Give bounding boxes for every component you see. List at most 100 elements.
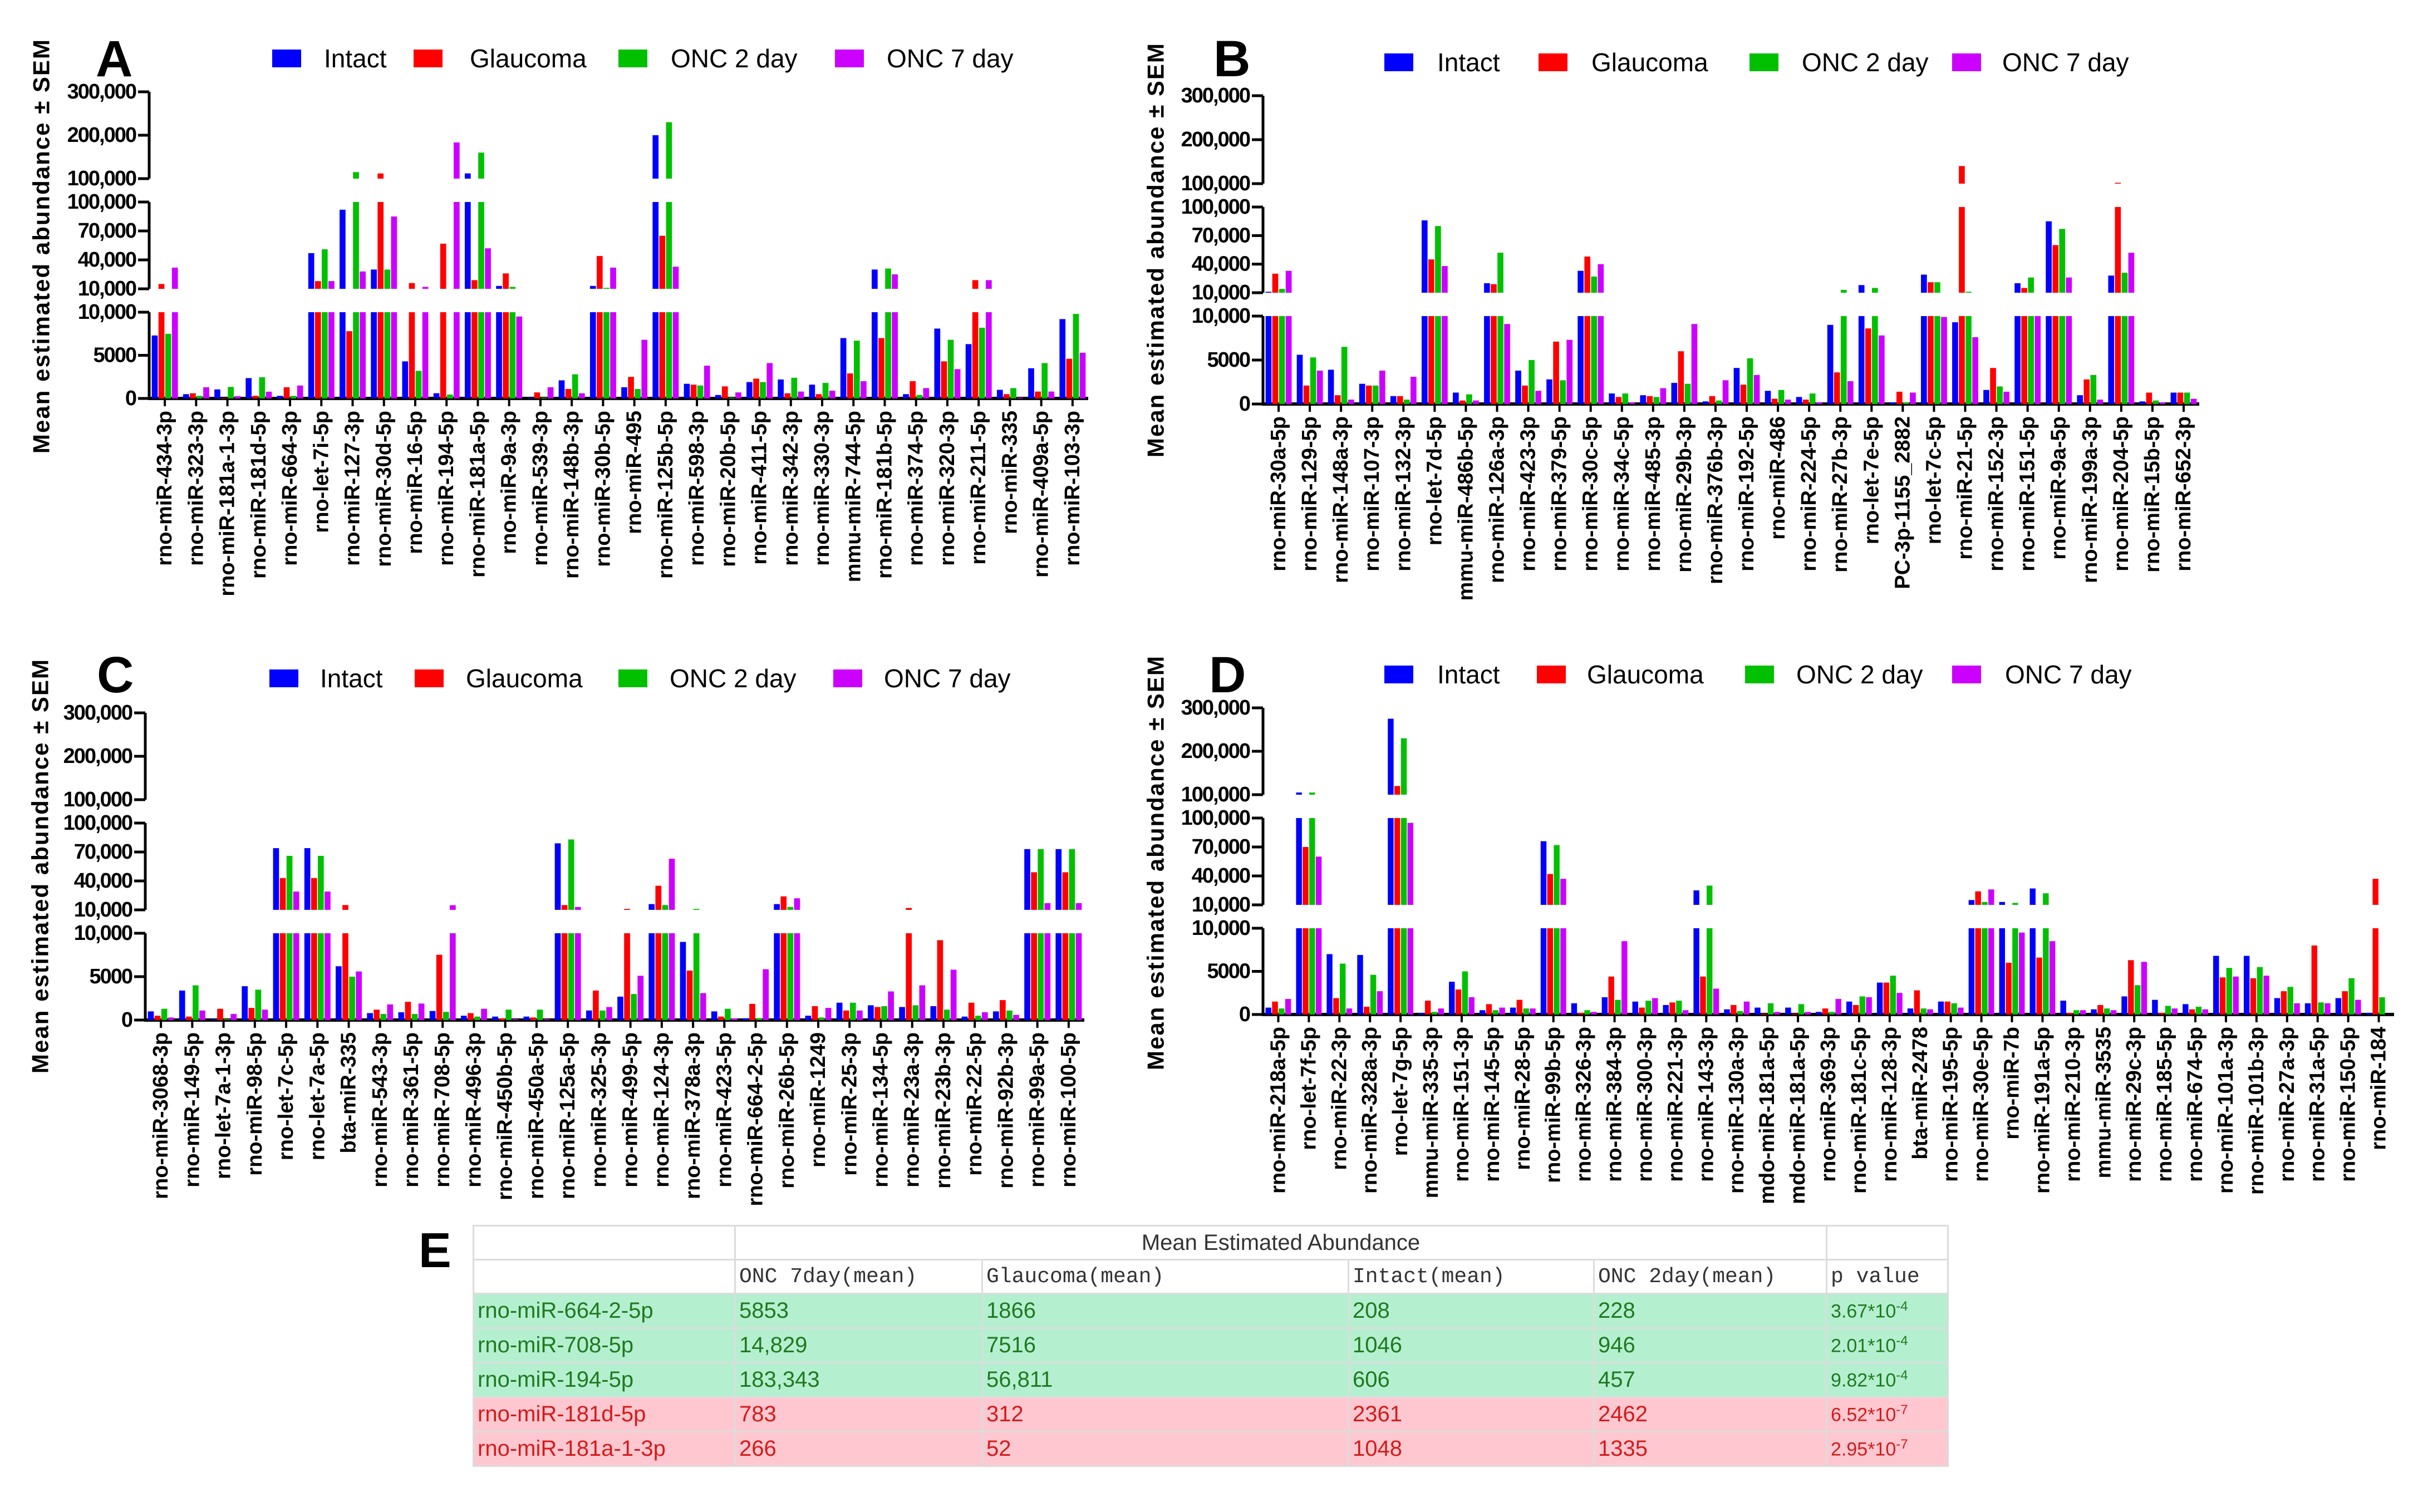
x-tick-label: rno-miR-195-5p xyxy=(1939,1027,1963,1182)
legend-swatch xyxy=(1384,666,1413,683)
bar-onc-2-day xyxy=(1309,792,1315,795)
bar-glaucoma xyxy=(968,1002,975,1020)
category-group: rno-miR-16-5p xyxy=(402,283,429,554)
bar-onc-7-day xyxy=(325,892,331,910)
y-tick-label: 5000 xyxy=(89,965,132,988)
bar-onc-2-day xyxy=(1965,316,1972,404)
bar-onc-7-day xyxy=(1442,316,1448,404)
bar-onc-2-day xyxy=(2348,978,2355,1014)
legend-swatch xyxy=(1952,53,1981,71)
bar-intact xyxy=(2335,998,2342,1014)
bar-onc-7-day xyxy=(574,907,581,910)
bar-onc-2-day xyxy=(1341,347,1348,404)
category-group: rno-miR-15b-5p xyxy=(2139,392,2166,573)
bar-glaucoma xyxy=(561,905,568,910)
bar-glaucoma xyxy=(1303,385,1310,404)
bar-glaucoma xyxy=(561,933,568,1020)
bar-intact xyxy=(2077,395,2083,404)
category-group: rno-miR-134-5p xyxy=(868,991,894,1188)
bar-onc-2-day xyxy=(572,374,578,398)
bar-glaucoma xyxy=(1031,872,1037,910)
category-group: PC-3p-1155_2882 xyxy=(1889,391,1916,589)
y-tick-label: 200,000 xyxy=(67,124,136,147)
bar-onc-2-day xyxy=(505,1009,512,1020)
category-group: rno-miR-9a-5p xyxy=(2046,221,2072,560)
p-value-mantissa: 6.52*10 xyxy=(1831,1404,1896,1426)
category-group: rno-miR-92b-3p xyxy=(992,1000,1019,1189)
bar-glaucoma xyxy=(248,1008,255,1020)
category-group: rno-miR-450b-5p xyxy=(492,1009,519,1200)
value-cell: 457 xyxy=(1593,1362,1828,1398)
bar-onc-7-day xyxy=(669,859,675,910)
bar-onc-7-day xyxy=(325,933,331,1020)
bar-onc-2-day xyxy=(1809,393,1816,404)
bar-intact xyxy=(903,394,909,398)
bar-intact xyxy=(1388,718,1394,795)
bar-intact xyxy=(1028,368,1034,398)
bar-intact xyxy=(1968,900,1975,905)
y-tick-label: 300,000 xyxy=(63,701,132,725)
bar-onc-2-day xyxy=(2043,893,2049,905)
x-tick-label: rno-miR-450a-5p xyxy=(525,1032,548,1199)
bar-glaucoma xyxy=(1678,351,1684,404)
bar-onc-2-day xyxy=(975,1016,981,1020)
bar-onc-7-day xyxy=(360,312,366,398)
y-axis-title: Mean estimated abundance ± SEM xyxy=(1143,42,1169,457)
bar-intact xyxy=(1055,849,1062,910)
x-tick-label: rno-let-7a-5p xyxy=(306,1032,329,1160)
x-tick-label: rno-miR-342-3p xyxy=(779,411,803,566)
bar-intact xyxy=(774,904,780,910)
bar-onc-2-day xyxy=(1584,1010,1590,1014)
bar-onc-2-day xyxy=(1622,393,1629,404)
x-tick-label: mdo-miR-181a-5p xyxy=(1786,1027,1810,1204)
bar-glaucoma xyxy=(1333,998,1339,1014)
bar-onc-2-day xyxy=(1523,1008,1529,1014)
bar-glaucoma xyxy=(592,990,599,1020)
bar-intact xyxy=(1328,370,1334,404)
bar-glaucoma xyxy=(1615,397,1622,404)
x-tick-label: rno-miR-25-3p xyxy=(838,1032,861,1176)
bar-glaucoma xyxy=(1553,341,1559,404)
bar-onc-2-day xyxy=(729,397,735,398)
legend-item: ONC 7 day xyxy=(1952,660,2132,689)
x-tick-label: rno-miR-181a-1-3p xyxy=(216,411,239,597)
bar-glaucoma xyxy=(2189,1009,2195,1014)
bar-glaucoma xyxy=(1700,976,1706,1014)
p-value-exponent: -7 xyxy=(1896,1402,1908,1418)
category-group: rno-miR-127-3p xyxy=(340,172,366,566)
category-group: rno-miR-28-5p xyxy=(1510,999,1536,1170)
bar-onc-7-day xyxy=(1315,856,1322,905)
bar-intact xyxy=(464,173,471,179)
x-tick-label: rno-miR-34c-5p xyxy=(1610,416,1634,572)
bar-onc-2-day xyxy=(1400,818,1407,905)
panel-d: D Mean estimated abundance ± SEM Intact Gla… xyxy=(1143,647,2394,1204)
bar-intact xyxy=(1724,1009,1730,1014)
bar-onc-2-day xyxy=(693,909,700,910)
x-tick-label: rno-let-7c-5p xyxy=(274,1032,298,1160)
x-tick-label: rno-miR-495 xyxy=(623,411,646,534)
bar-glaucoma xyxy=(1834,372,1840,404)
bar-glaucoma xyxy=(346,331,352,398)
bar-onc-2-day xyxy=(1529,360,1535,404)
category-group: rno-miR-128-3p xyxy=(1876,976,1903,1182)
x-tick-label: rno-miR-22-5p xyxy=(963,1032,986,1176)
bar-onc-2-day xyxy=(1006,1010,1013,1020)
legend-label: ONC 2 day xyxy=(1802,48,1929,77)
bar-onc-7-day xyxy=(2263,976,2269,1014)
bar-intact xyxy=(805,1016,812,1020)
bar-onc-2-day xyxy=(881,1006,887,1020)
category-group: bta-miR-335 xyxy=(336,905,362,1154)
bar-onc-7-day xyxy=(1079,352,1086,398)
bar-onc-2-day xyxy=(349,977,355,1020)
bar-onc-7-day xyxy=(2159,402,2166,404)
x-tick-label: rno-miR-185-5p xyxy=(2153,1027,2176,1182)
bar-onc-2-day xyxy=(791,377,798,398)
bar-onc-2-day xyxy=(1370,974,1377,1014)
bar-onc-2-day xyxy=(353,172,359,179)
bar-onc-2-day xyxy=(631,994,637,1020)
bar-intact xyxy=(2274,998,2281,1014)
bar-glaucoma xyxy=(314,312,321,398)
bar-glaucoma xyxy=(1035,391,1041,398)
bar-intact xyxy=(1484,283,1490,293)
